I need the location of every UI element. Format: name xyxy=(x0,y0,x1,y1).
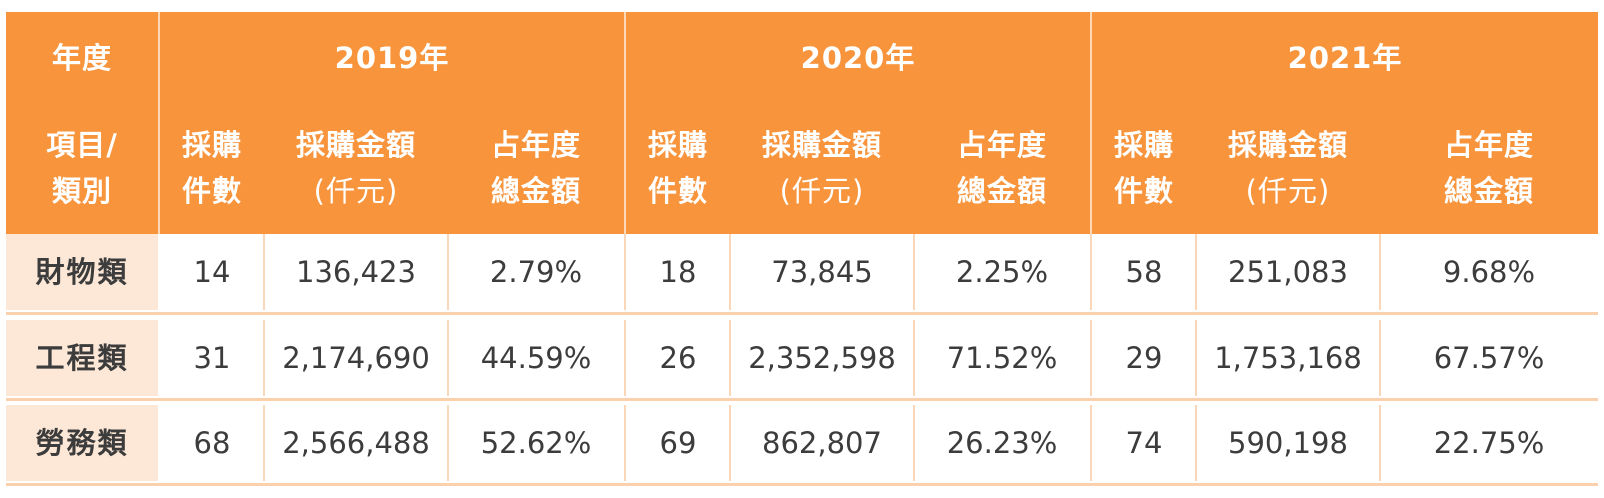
share-cell: 2.25% xyxy=(955,255,1049,289)
table-header: 年度 2019年 2020年 2021年 項目/ 類別 採購 件數 採購金額 (… xyxy=(6,12,1598,234)
row-divider xyxy=(6,483,1598,486)
share-cell: 22.75% xyxy=(1433,426,1545,460)
share-cell: 2.79% xyxy=(489,255,583,289)
share-cell: 67.57% xyxy=(1433,341,1545,375)
year-2019: 2019年 xyxy=(334,41,450,75)
count-cell: 31 xyxy=(193,341,231,375)
amount-cell: 2,174,690 xyxy=(282,341,430,375)
table-row: 工程類 31 2,174,690 44.59% 26 2,352,598 71.… xyxy=(6,320,1598,396)
col-count-2020: 採購 件數 xyxy=(647,128,708,208)
header-divider xyxy=(1090,12,1092,234)
count-cell: 18 xyxy=(659,255,697,289)
count-cell: 29 xyxy=(1125,341,1163,375)
share-cell: 44.59% xyxy=(480,341,592,375)
year-2020: 2020年 xyxy=(800,41,916,75)
amount-cell: 862,807 xyxy=(762,426,882,460)
amount-cell: 590,198 xyxy=(1228,426,1348,460)
share-cell: 9.68% xyxy=(1442,255,1536,289)
col-share-2020: 占年度 總金額 xyxy=(956,128,1047,208)
item-category-label: 項目/ 類別 xyxy=(46,128,118,208)
amount-cell: 136,423 xyxy=(296,255,416,289)
col-amount-2020: 採購金額 (仟元) xyxy=(761,128,882,208)
col-amount-2021: 採購金額 (仟元) xyxy=(1227,128,1348,208)
amount-cell: 251,083 xyxy=(1228,255,1348,289)
count-cell: 69 xyxy=(659,426,697,460)
col-count-2019: 採購 件數 xyxy=(181,128,242,208)
amount-cell: 1,753,168 xyxy=(1214,341,1362,375)
col-count-2021: 採購 件數 xyxy=(1113,128,1174,208)
row-divider xyxy=(6,312,1598,315)
count-cell: 74 xyxy=(1125,426,1163,460)
category-cell: 財物類 xyxy=(35,255,129,289)
amount-cell: 2,352,598 xyxy=(748,341,896,375)
amount-cell: 2,566,488 xyxy=(282,426,430,460)
col-share-2021: 占年度 總金額 xyxy=(1443,128,1534,208)
share-cell: 52.62% xyxy=(480,426,592,460)
count-cell: 58 xyxy=(1125,255,1163,289)
table-row: 勞務類 68 2,566,488 52.62% 69 862,807 26.23… xyxy=(6,405,1598,481)
table-row: 財物類 14 136,423 2.79% 18 73,845 2.25% 58 … xyxy=(6,234,1598,310)
category-cell: 勞務類 xyxy=(35,426,129,460)
header-divider xyxy=(624,12,626,234)
count-cell: 26 xyxy=(659,341,697,375)
year-label: 年度 xyxy=(51,41,112,75)
amount-cell: 73,845 xyxy=(771,255,873,289)
year-2021: 2021年 xyxy=(1287,41,1403,75)
count-cell: 14 xyxy=(193,255,231,289)
share-cell: 71.52% xyxy=(946,341,1058,375)
col-share-2019: 占年度 總金額 xyxy=(490,128,581,208)
category-cell: 工程類 xyxy=(35,341,129,375)
share-cell: 26.23% xyxy=(946,426,1058,460)
row-divider xyxy=(6,398,1598,401)
header-divider xyxy=(158,12,160,234)
col-amount-2019: 採購金額 (仟元) xyxy=(295,128,416,208)
count-cell: 68 xyxy=(193,426,231,460)
procurement-table: 年度 2019年 2020年 2021年 項目/ 類別 採購 件數 採購金額 (… xyxy=(6,12,1598,488)
